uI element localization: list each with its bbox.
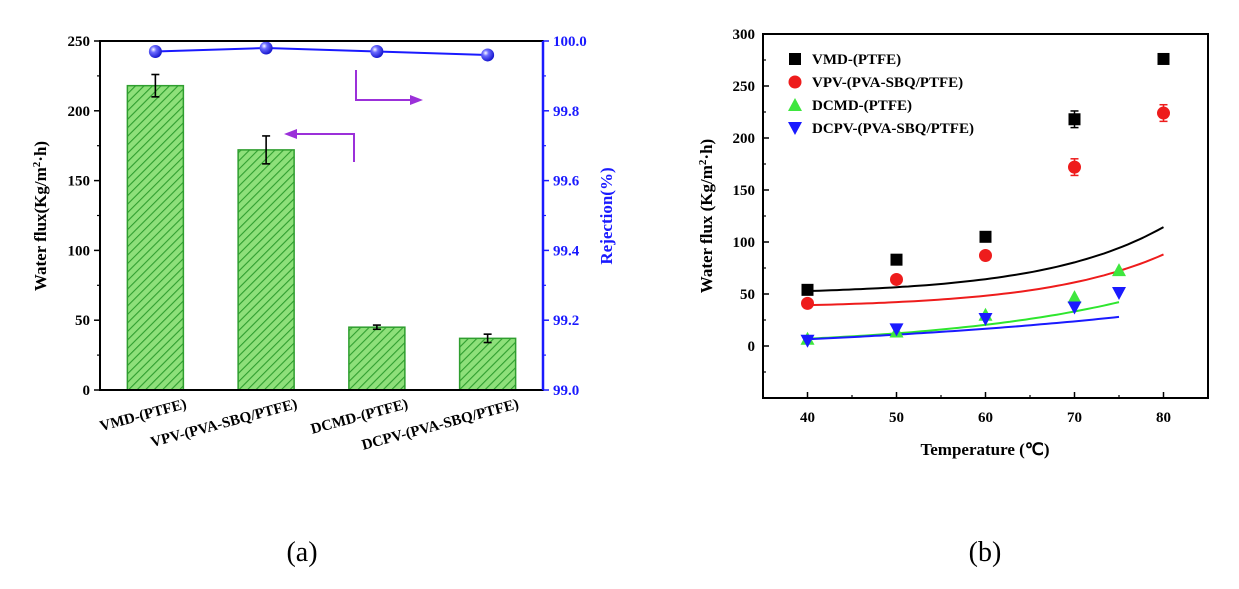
chart-a: 0 50 100 150 200 250 99.0 99.2 99.4 99.6 99.8 100.… (31, 34, 616, 568)
ytick-label: 250 (68, 34, 91, 50)
rejection-point-2 (259, 41, 273, 55)
data-point-1-4 (1068, 113, 1081, 126)
rejection-point-1 (148, 44, 162, 58)
xtick-label: 70 (1067, 410, 1082, 426)
data-point-2-5 (1157, 106, 1170, 120)
data-point-1-5 (1157, 52, 1170, 65)
ytick-label: 0 (83, 383, 91, 399)
chart-a-ylabel: Water flux(Kg/m2·h) (31, 141, 50, 291)
ytick-label: 100 (733, 235, 756, 251)
data-point-3-5 (1112, 263, 1126, 277)
data-point-1-2 (890, 253, 903, 266)
data-point-2-3 (979, 249, 992, 263)
xtick-label: 40 (800, 410, 815, 426)
ytick-label: 100 (68, 243, 91, 259)
y2tick-label: 99.2 (553, 313, 579, 329)
bar-4 (458, 337, 517, 391)
ytick-label: 200 (733, 131, 756, 147)
legend-label-2: VPV-(PVA-SBQ/PTFE) (812, 75, 963, 91)
arrow-left-indicator (284, 129, 355, 162)
y2tick-label: 99.4 (553, 243, 580, 259)
rejection-line (155, 46, 488, 56)
bar-2 (237, 149, 295, 391)
xtick-label: 80 (1156, 410, 1171, 426)
data-point-2-2 (890, 272, 903, 286)
fit-curve-2 (807, 253, 1164, 307)
fit-curve-4 (807, 315, 1120, 341)
chart-b: 0 50 100 150 200 250 300 40 50 60 70 80 VMD-(PTFE)… (697, 27, 1209, 568)
caption-a: (a) (286, 537, 317, 568)
data-point-4-2 (889, 323, 904, 337)
errorbar-1 (151, 73, 160, 98)
ytick-label: 200 (68, 104, 91, 120)
legend-marker-4 (788, 122, 802, 135)
bar-3 (348, 326, 406, 391)
data-point-4-1 (800, 334, 815, 348)
ytick-label: 50 (75, 313, 90, 329)
data-point-2-4 (1068, 160, 1081, 174)
ytick-label: 300 (733, 27, 756, 43)
fit-curve-1 (807, 226, 1164, 292)
ytick-label: 150 (68, 174, 91, 190)
data-point-1-3 (979, 230, 992, 243)
caption-b: (b) (969, 537, 1002, 568)
chart-b-ylabel: Water flux (Kg/m2·h) (697, 139, 716, 293)
ytick-label: 50 (740, 287, 755, 303)
data-point-3-4 (1067, 290, 1082, 304)
ytick-label: 150 (733, 183, 756, 199)
chart-a-y2label: Rejection(%) (597, 167, 616, 264)
ytick-label: 250 (733, 79, 756, 95)
arrow-right-indicator (355, 70, 423, 105)
legend-label-1: VMD-(PTFE) (812, 52, 901, 68)
y2tick-label: 99.0 (553, 383, 579, 399)
legend-marker-3 (788, 98, 802, 111)
xtick-label: 60 (978, 410, 993, 426)
data-point-4-5 (1112, 286, 1126, 300)
rejection-point-4 (481, 48, 495, 62)
data-point-1-1 (801, 283, 814, 296)
errorbar-2 (262, 135, 271, 165)
legend-label-3: DCMD-(PTFE) (812, 98, 912, 114)
legend-marker-2 (788, 75, 802, 89)
data-point-2-1 (801, 296, 814, 310)
y2tick-label: 99.6 (553, 174, 580, 190)
ytick-label: 0 (748, 339, 756, 355)
errorbar-4 (483, 333, 492, 344)
y2tick-label: 99.8 (553, 104, 579, 120)
xtick-label: 50 (889, 410, 904, 426)
rejection-point-3 (370, 44, 384, 58)
bar-1 (126, 84, 185, 391)
legend-marker-1 (789, 53, 801, 65)
data-point-4-3 (978, 312, 993, 326)
chart-b-xlabel: Temperature (℃) (920, 440, 1049, 459)
y2tick-label: 100.0 (553, 34, 587, 50)
data-point-4-4 (1067, 301, 1082, 315)
legend-label-4: DCPV-(PVA-SBQ/PTFE) (812, 121, 974, 137)
errorbar-3 (372, 324, 381, 331)
